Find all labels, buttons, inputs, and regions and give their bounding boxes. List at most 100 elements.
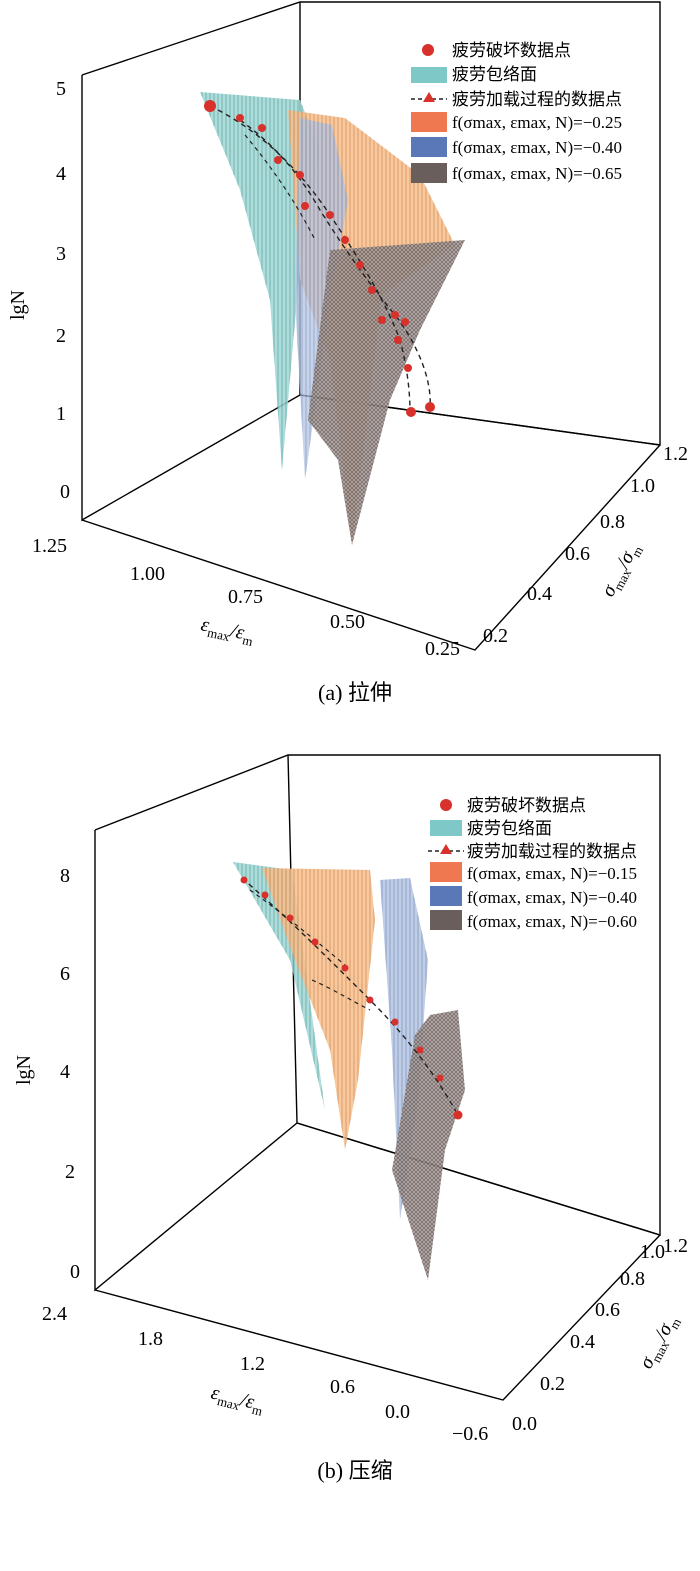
process-point	[416, 1046, 424, 1054]
y-tick-label: 1.2	[663, 443, 688, 465]
chart-panel-b: 疲劳破坏数据点 疲劳包络面 疲劳加载过程的数据点 f(σmax, εmax, N…	[13, 754, 688, 1483]
legend-label: f(σmax, εmax, N)=−0.15	[467, 864, 637, 883]
z-tick-label: 2	[56, 325, 66, 347]
legend-label: f(σmax, εmax, N)=−0.40	[467, 888, 637, 907]
x-tick-label: 0.6	[330, 1376, 355, 1398]
legend-dashed-triangle-icon	[411, 92, 447, 102]
legend-dot-icon	[422, 44, 434, 56]
loading-paths-a	[209, 105, 431, 413]
y-tick-label: 0.6	[565, 543, 590, 565]
z-tick-label: 8	[60, 865, 70, 887]
process-point	[401, 318, 409, 326]
y-tick-label: 0.4	[527, 583, 552, 605]
process-point	[341, 964, 349, 972]
z-ticks-b: 8 6 4 2 0 lgN	[13, 865, 80, 1283]
process-point	[296, 171, 304, 179]
process-point	[436, 1074, 444, 1082]
process-point	[366, 996, 374, 1004]
chart-panel-a: 疲劳破坏数据点 疲劳包络面 疲劳加载过程的数据点 f(σmax, εmax, N…	[7, 1, 688, 705]
process-point	[274, 156, 282, 164]
z-tick-label: 3	[56, 243, 66, 265]
legend-swatch-orange	[430, 862, 462, 882]
legend-label: f(σmax, εmax, N)=−0.60	[467, 912, 637, 931]
legend-label: f(σmax, εmax, N)=−0.25	[452, 113, 622, 132]
legend-label: 疲劳加载过程的数据点	[452, 90, 622, 109]
surface-envelope-a	[200, 92, 320, 470]
legend-swatch-teal	[430, 820, 462, 836]
z-tick-label: 4	[60, 1061, 70, 1083]
x-tick-label: 1.2	[240, 1353, 265, 1375]
process-point	[286, 914, 294, 922]
failure-point	[453, 1110, 463, 1120]
process-point	[378, 316, 386, 324]
y-tick-label: 0.8	[600, 511, 625, 533]
legend-label: 疲劳破坏数据点	[452, 41, 571, 60]
legend-a: 疲劳破坏数据点 疲劳包络面 疲劳加载过程的数据点 f(σmax, εmax, N…	[411, 41, 622, 183]
legend-label: 疲劳包络面	[467, 819, 552, 838]
y-tick-label: 1.0	[640, 1241, 665, 1263]
failure-point	[425, 402, 435, 412]
process-point	[391, 311, 399, 319]
process-point	[236, 114, 244, 122]
surface-grey-a	[308, 240, 465, 545]
y-tick-label: 0.4	[570, 1331, 595, 1353]
z-tick-label: 4	[56, 163, 66, 185]
legend-label: f(σmax, εmax, N)=−0.65	[452, 164, 622, 183]
z-tick-label: 0	[60, 481, 70, 503]
y-ticks-b: 0.0 0.2 0.4 0.6 0.8 1.0 1.2 σmax/σm	[512, 1235, 688, 1435]
x-tick-label: 2.4	[42, 1303, 67, 1325]
y-tick-label: 0.8	[620, 1268, 645, 1290]
y-tick-label: 0.6	[595, 1299, 620, 1321]
process-point	[391, 1018, 399, 1026]
y-axis-label: σmax/σm	[635, 1311, 684, 1374]
failure-point	[204, 100, 216, 112]
legend-label: 疲劳包络面	[452, 65, 537, 84]
z-axis-label: lgN	[13, 1055, 35, 1085]
z-tick-label: 0	[70, 1261, 80, 1283]
surface-blue-a	[295, 118, 348, 480]
x-tick-label: 1.25	[32, 535, 67, 557]
x-tick-label: 0.50	[330, 611, 365, 633]
process-point	[394, 336, 402, 344]
legend-swatch-blue	[411, 137, 447, 157]
process-point	[326, 211, 334, 219]
z-tick-label: 6	[60, 963, 70, 985]
process-point	[240, 876, 248, 884]
x-tick-label: −0.6	[452, 1423, 488, 1445]
surface-orange-b	[262, 868, 375, 1150]
legend-swatch-blue	[430, 886, 462, 906]
surface-grey-b	[392, 1010, 465, 1280]
x-tick-label: 1.00	[130, 563, 165, 585]
process-point	[258, 124, 266, 132]
axis-box-b	[94, 754, 661, 1401]
legend-label: 疲劳加载过程的数据点	[467, 842, 637, 861]
process-point	[301, 202, 309, 210]
legend-swatch-teal	[411, 67, 447, 83]
z-tick-label: 2	[65, 1161, 75, 1183]
y-tick-label: 0.2	[483, 625, 508, 647]
legend-label: 疲劳破坏数据点	[467, 796, 586, 815]
process-point	[404, 364, 412, 372]
panel-caption-b: (b) 压缩	[317, 1458, 392, 1483]
x-axis-label: εmax/εm	[208, 1382, 266, 1419]
panel-caption-a: (a) 拉伸	[318, 680, 392, 705]
y-tick-label: 1.0	[630, 475, 655, 497]
y-ticks-a: 0.2 0.4 0.6 0.8 1.0 1.2 σmax/σm	[483, 443, 688, 647]
legend-swatch-orange	[411, 112, 447, 132]
data-points-b	[240, 876, 463, 1120]
legend-dot-icon	[440, 799, 452, 811]
legend-swatch-grey	[430, 910, 462, 930]
x-ticks-a: 1.25 1.00 0.75 0.50 0.25 εmax/εm	[32, 535, 460, 660]
z-tick-label: 5	[56, 78, 66, 100]
loading-paths-b	[241, 877, 459, 1116]
y-tick-label: 1.2	[663, 1235, 688, 1257]
process-point	[356, 261, 364, 269]
z-tick-label: 1	[56, 403, 66, 425]
z-axis-label: lgN	[7, 290, 29, 320]
legend-b: 疲劳破坏数据点 疲劳包络面 疲劳加载过程的数据点 f(σmax, εmax, N…	[428, 796, 637, 931]
process-point	[341, 236, 349, 244]
x-tick-label: 0.75	[228, 586, 263, 608]
process-point	[368, 286, 376, 294]
process-point	[261, 891, 269, 899]
